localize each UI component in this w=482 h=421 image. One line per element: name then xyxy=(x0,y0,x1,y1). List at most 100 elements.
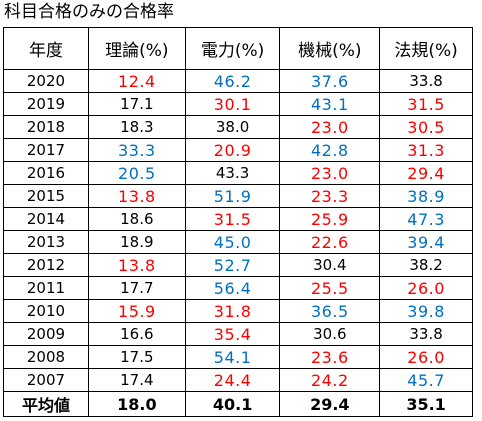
rate-cell: 18.3 xyxy=(87,115,186,139)
rate-cell: 33.8 xyxy=(379,69,473,93)
data-row: 2016 20.5 43.3 23.0 29.4 xyxy=(3,161,473,185)
rate-cell: 23.0 xyxy=(279,115,381,139)
data-row: 2010 15.9 31.8 36.5 39.8 xyxy=(3,299,473,323)
rate-cell: 37.6 xyxy=(279,69,381,93)
year-cell: 2016 xyxy=(3,161,89,185)
rate-cell: 23.3 xyxy=(279,184,381,208)
data-row: 2008 17.5 54.1 23.6 26.0 xyxy=(3,345,473,369)
year-cell: 2018 xyxy=(3,115,89,139)
average-cell: 35.1 xyxy=(379,391,473,417)
average-cell: 40.1 xyxy=(184,391,281,417)
rate-cell: 17.5 xyxy=(87,345,186,369)
rate-cell: 30.1 xyxy=(184,92,281,116)
rate-cell: 46.2 xyxy=(184,69,281,93)
rate-cell: 42.8 xyxy=(279,138,381,162)
rate-cell: 12.4 xyxy=(87,69,186,93)
data-row: 2019 17.1 30.1 43.1 31.5 xyxy=(3,92,473,116)
rate-cell: 13.8 xyxy=(87,184,186,208)
data-row: 2011 17.7 56.4 25.5 26.0 xyxy=(3,276,473,300)
column-header: 機械(%) xyxy=(279,27,381,70)
year-cell: 2020 xyxy=(3,69,89,93)
rate-cell: 31.5 xyxy=(379,92,473,116)
rate-cell: 54.1 xyxy=(184,345,281,369)
data-row: 2014 18.6 31.5 25.9 47.3 xyxy=(3,207,473,231)
rate-cell: 17.4 xyxy=(87,368,186,392)
rate-cell: 24.2 xyxy=(279,368,381,392)
column-header: 電力(%) xyxy=(184,27,281,70)
rate-cell: 16.6 xyxy=(87,322,186,346)
column-header: 法規(%) xyxy=(379,27,473,70)
rate-cell: 23.6 xyxy=(279,345,381,369)
rate-cell: 39.8 xyxy=(379,299,473,323)
year-cell: 2019 xyxy=(3,92,89,116)
rate-cell: 30.4 xyxy=(279,253,381,277)
rate-cell: 25.5 xyxy=(279,276,381,300)
rate-cell: 26.0 xyxy=(379,276,473,300)
rate-cell: 30.6 xyxy=(279,322,381,346)
data-row: 2009 16.6 35.4 30.6 33.8 xyxy=(3,322,473,346)
year-cell: 2014 xyxy=(3,207,89,231)
rate-cell: 52.7 xyxy=(184,253,281,277)
rate-cell: 47.3 xyxy=(379,207,473,231)
year-cell: 2012 xyxy=(3,253,89,277)
rate-cell: 15.9 xyxy=(87,299,186,323)
rate-cell: 26.0 xyxy=(379,345,473,369)
rate-cell: 51.9 xyxy=(184,184,281,208)
rate-cell: 39.4 xyxy=(379,230,473,254)
rate-cell: 38.2 xyxy=(379,253,473,277)
data-row: 2018 18.3 38.0 23.0 30.5 xyxy=(3,115,473,139)
rate-cell: 45.7 xyxy=(379,368,473,392)
data-row: 2020 12.4 46.2 37.6 33.8 xyxy=(3,69,473,93)
rate-cell: 31.8 xyxy=(184,299,281,323)
pass-rate-table: 年度 理論(%) 電力(%) 機械(%) 法規(%) 2020 12.4 46.2 37.6 3… xyxy=(3,27,473,417)
rate-cell: 43.3 xyxy=(184,161,281,185)
table-body: 2020 12.4 46.2 37.6 33.8 2019 17.1 30.1 43.1 31.5… xyxy=(3,69,473,417)
rate-cell: 18.9 xyxy=(87,230,186,254)
rate-cell: 23.0 xyxy=(279,161,381,185)
rate-cell: 36.5 xyxy=(279,299,381,323)
rate-cell: 31.5 xyxy=(184,207,281,231)
average-label: 平均値 xyxy=(3,391,89,417)
rate-cell: 38.9 xyxy=(379,184,473,208)
rate-cell: 30.5 xyxy=(379,115,473,139)
rate-cell: 24.4 xyxy=(184,368,281,392)
year-cell: 2007 xyxy=(3,368,89,392)
rate-cell: 20.5 xyxy=(87,161,186,185)
rate-cell: 33.8 xyxy=(379,322,473,346)
rate-cell: 20.9 xyxy=(184,138,281,162)
year-cell: 2008 xyxy=(3,345,89,369)
year-cell: 2010 xyxy=(3,299,89,323)
rate-cell: 13.8 xyxy=(87,253,186,277)
data-row: 2012 13.8 52.7 30.4 38.2 xyxy=(3,253,473,277)
rate-cell: 29.4 xyxy=(379,161,473,185)
rate-cell: 35.4 xyxy=(184,322,281,346)
rate-cell: 22.6 xyxy=(279,230,381,254)
year-cell: 2009 xyxy=(3,322,89,346)
average-row: 平均値 18.0 40.1 29.4 35.1 xyxy=(3,391,473,417)
year-cell: 2017 xyxy=(3,138,89,162)
year-cell: 2013 xyxy=(3,230,89,254)
year-cell: 2015 xyxy=(3,184,89,208)
average-cell: 18.0 xyxy=(87,391,186,417)
header-row: 年度 理論(%) 電力(%) 機械(%) 法規(%) xyxy=(3,27,473,70)
average-cell: 29.4 xyxy=(279,391,381,417)
rate-cell: 33.3 xyxy=(87,138,186,162)
rate-cell: 18.6 xyxy=(87,207,186,231)
data-row: 2013 18.9 45.0 22.6 39.4 xyxy=(3,230,473,254)
data-row: 2017 33.3 20.9 42.8 31.3 xyxy=(3,138,473,162)
rate-cell: 31.3 xyxy=(379,138,473,162)
sheet-title: 科目合格のみの合格率 xyxy=(4,2,174,22)
rate-cell: 25.9 xyxy=(279,207,381,231)
rate-cell: 43.1 xyxy=(279,92,381,116)
rate-cell: 45.0 xyxy=(184,230,281,254)
year-cell: 2011 xyxy=(3,276,89,300)
rate-cell: 38.0 xyxy=(184,115,281,139)
data-row: 2015 13.8 51.9 23.3 38.9 xyxy=(3,184,473,208)
rate-cell: 56.4 xyxy=(184,276,281,300)
column-header: 年度 xyxy=(3,27,89,70)
column-header: 理論(%) xyxy=(87,27,186,70)
data-row: 2007 17.4 24.4 24.2 45.7 xyxy=(3,368,473,392)
rate-cell: 17.1 xyxy=(87,92,186,116)
rate-cell: 17.7 xyxy=(87,276,186,300)
